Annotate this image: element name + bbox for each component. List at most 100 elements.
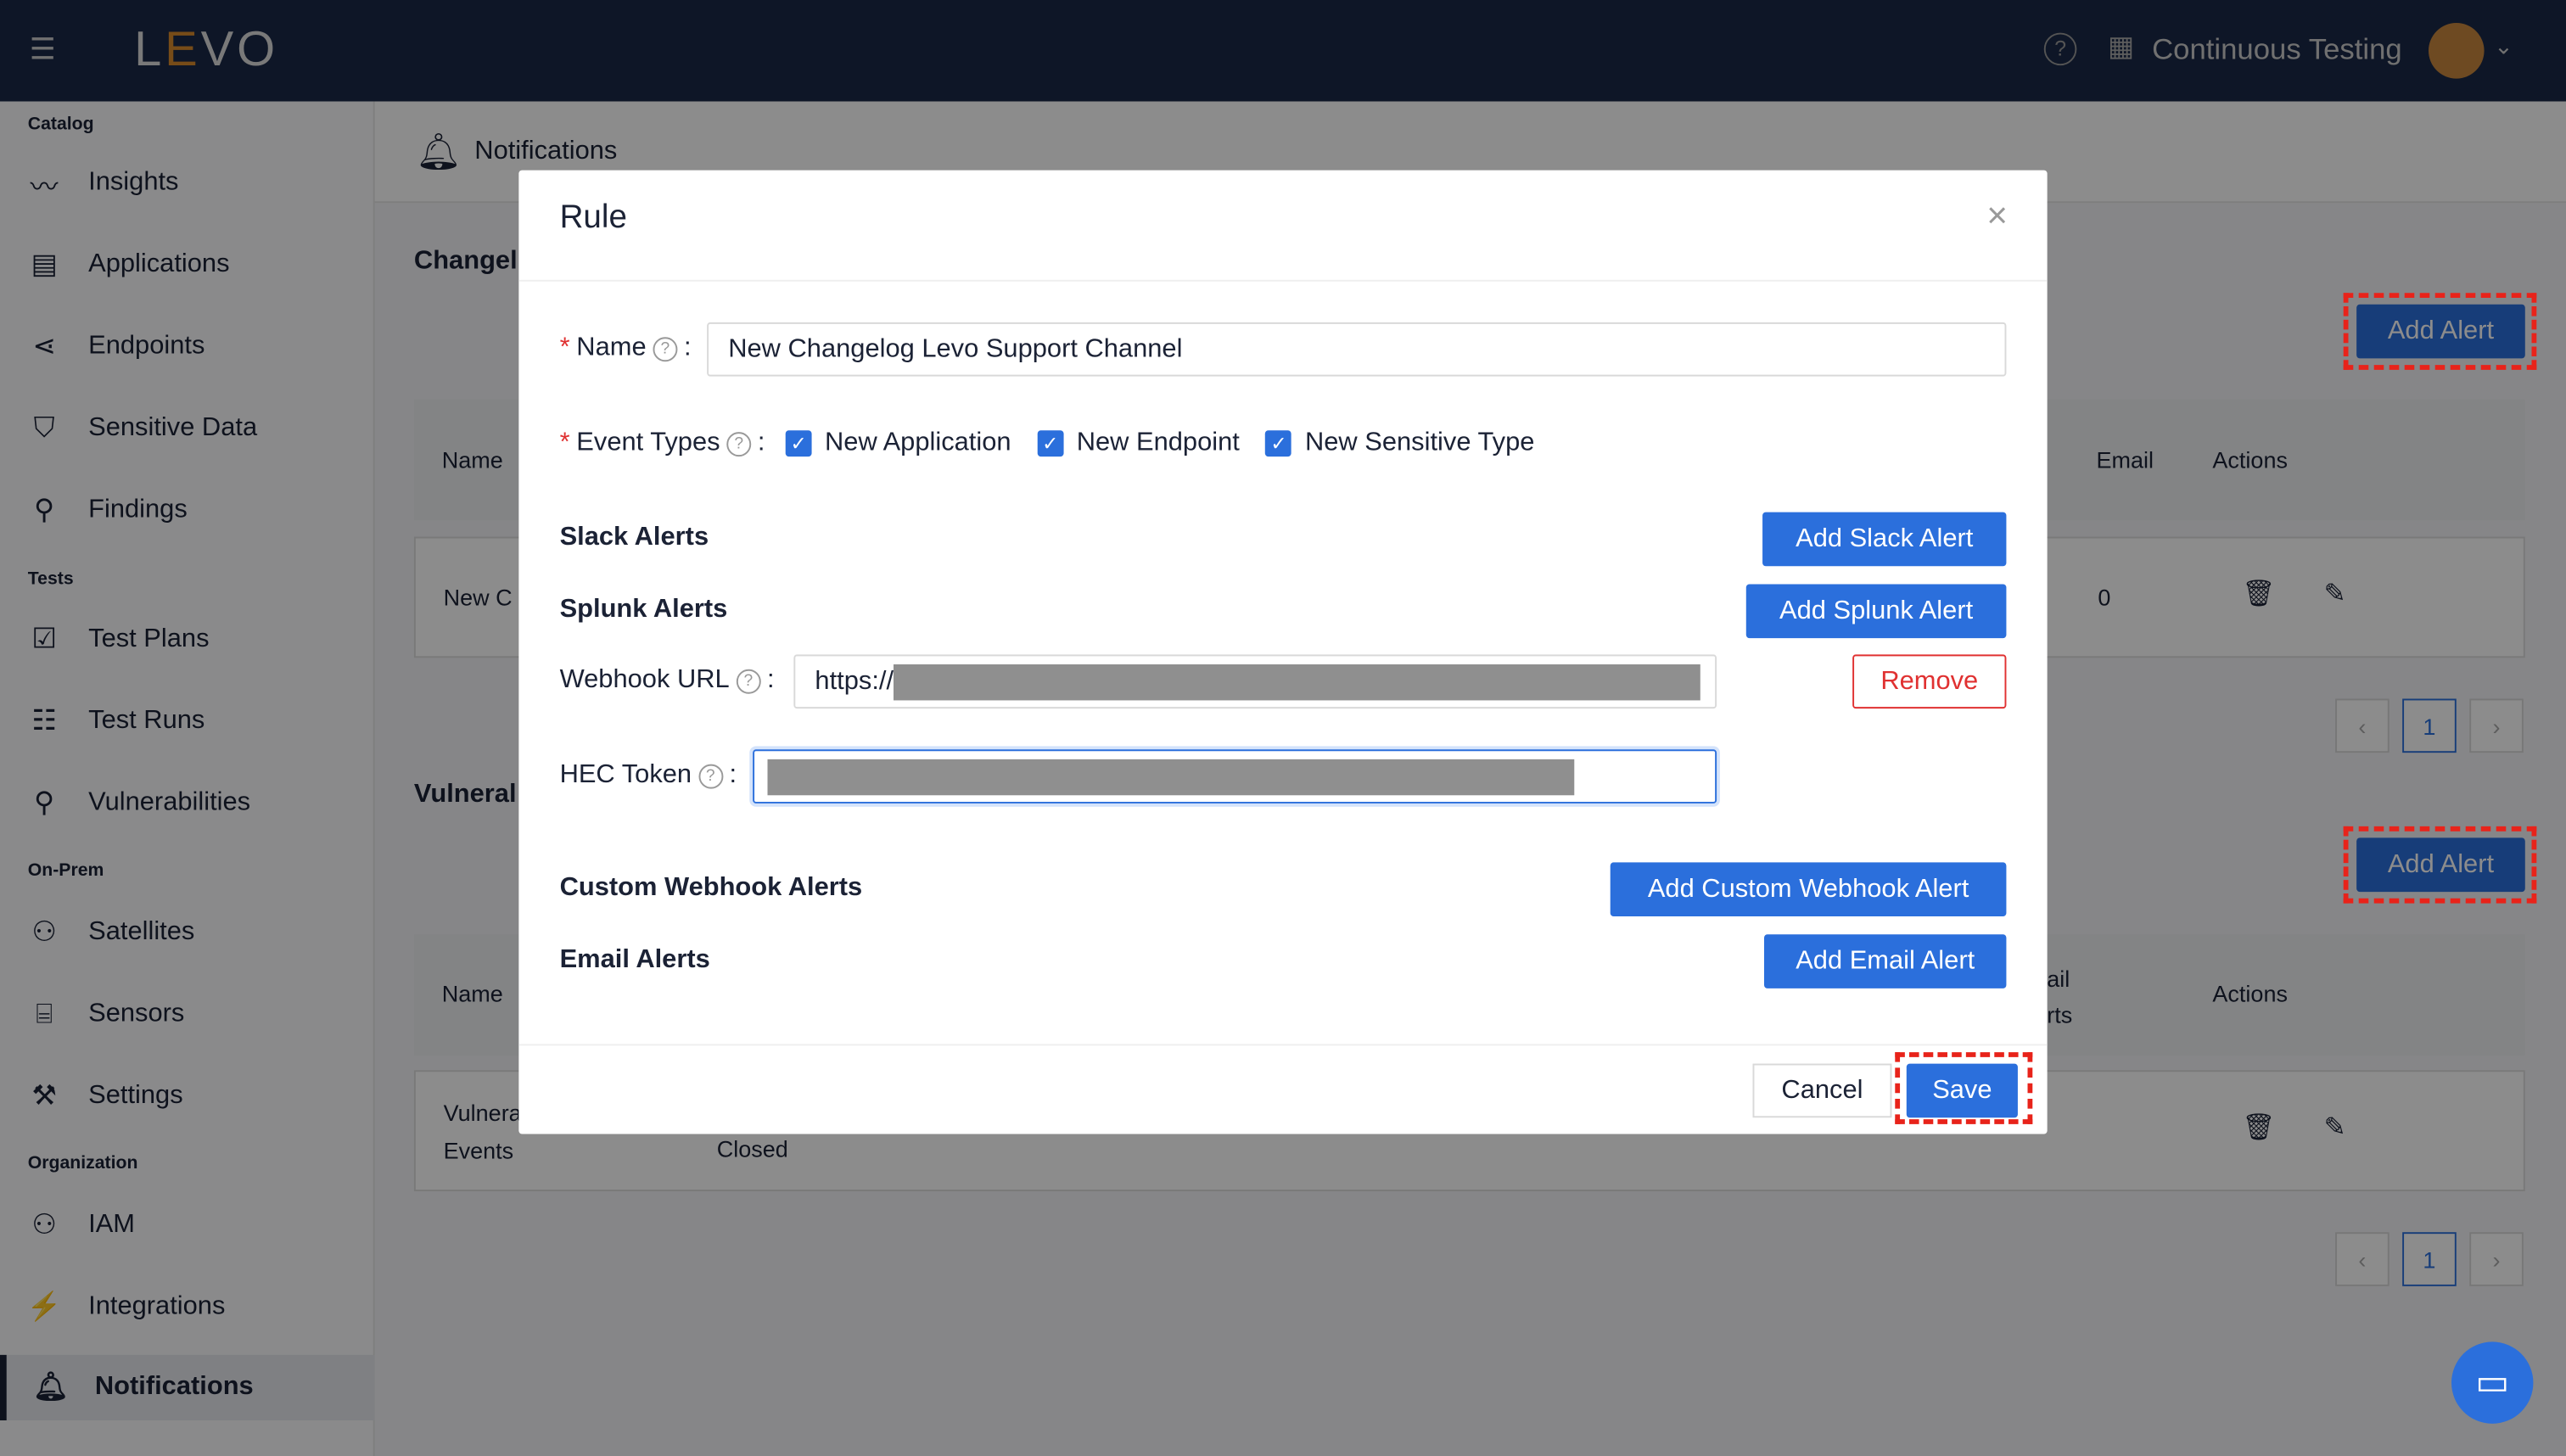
email-alerts-title: Email Alerts [559, 945, 710, 974]
sidebar-item-applications[interactable]: ▤ Applications [0, 232, 375, 298]
checkbox-label: New Application [824, 428, 1011, 457]
sidebar-item-label: Test Plans [88, 624, 210, 653]
sidebar-item-endpoints[interactable]: ⋖ Endpoints [0, 314, 375, 379]
help-icon[interactable]: ? [736, 668, 761, 693]
checkbox-checked-icon[interactable]: ✓ [785, 430, 812, 457]
sidebar-item-label: Vulnerabilities [88, 788, 251, 817]
share-icon: ⋖ [32, 330, 56, 362]
modal-title: Rule [559, 199, 627, 236]
sidebar: Catalog 〰 Insights ▤ Applications ⋖ Endpoints ⛉… [0, 101, 375, 1456]
page-1-button[interactable]: 1 [2402, 698, 2457, 753]
router-icon: ⌸ [36, 998, 53, 1030]
sidebar-item-test-plans[interactable]: ☑ Test Plans [0, 607, 375, 672]
list-icon: ☷ [31, 705, 57, 736]
checkbox-checked-icon[interactable]: ✓ [1037, 430, 1064, 457]
sidebar-item-test-runs[interactable]: ☷ Test Runs [0, 689, 375, 754]
next-page-button[interactable]: › [2469, 1232, 2524, 1286]
add-alert-button[interactable]: Add Alert [2356, 837, 2525, 893]
checkbox-checked-icon[interactable]: ✓ [1265, 430, 1292, 457]
checkbox-label: New Endpoint [1076, 428, 1240, 457]
collapse-menu-icon[interactable]: ☰ [29, 32, 56, 66]
sidebar-item-label: Sensitive Data [88, 413, 258, 442]
col-name: Name [441, 446, 503, 473]
avatar[interactable] [2428, 22, 2485, 79]
trash-icon[interactable]: 🗑︎ [2242, 580, 2276, 609]
sidebar-item-label: Sensors [88, 1000, 185, 1028]
help-icon[interactable]: ? [698, 763, 723, 788]
event-type-checkbox[interactable]: ✓ New Sensitive Type [1265, 428, 1534, 458]
trash-icon[interactable]: 🗑︎ [2242, 1114, 2276, 1143]
cell-name: Vulnera Events [443, 1099, 522, 1164]
prev-page-button[interactable]: ‹ [2335, 698, 2390, 753]
add-splunk-alert-button[interactable]: Add Splunk Alert [1745, 584, 2007, 639]
sidebar-item-integrations[interactable]: ⚡ Integrations [0, 1274, 375, 1340]
levo-logo[interactable]: LEVO [134, 22, 278, 77]
chevron-down-icon[interactable]: ⌄ [2494, 32, 2513, 59]
name-input[interactable]: New Changelog Levo Support Channel [707, 322, 2007, 377]
event-type-checkbox[interactable]: ✓ New Endpoint [1037, 428, 1240, 458]
sidebar-section-title: Organization [27, 1153, 138, 1173]
bell-icon: 🔔︎ [415, 131, 462, 172]
help-icon[interactable]: ? [2043, 32, 2077, 66]
edit-icon[interactable]: ✎ [2323, 1114, 2346, 1143]
search-bug-icon: ⚲ [34, 787, 55, 819]
page-1-button[interactable]: 1 [2402, 1232, 2457, 1286]
webhook-url-input[interactable]: https:// [793, 654, 1717, 709]
add-custom-webhook-alert-button[interactable]: Add Custom Webhook Alert [1610, 862, 2007, 916]
org-selector[interactable]: Continuous Testing [2152, 32, 2402, 66]
close-icon[interactable]: × [1986, 194, 2009, 236]
add-alert-button[interactable]: Add Alert [2356, 304, 2525, 359]
chat-icon[interactable]: ▭ [2451, 1341, 2534, 1424]
sidebar-item-label: Satellites [88, 917, 195, 946]
webhook-url-label: Webhook URL [559, 665, 730, 694]
page-title: Notifications [474, 137, 618, 165]
shield-icon: ⛉ [33, 412, 55, 444]
col-actions: Actions [2212, 980, 2288, 1007]
splunk-alerts-title: Splunk Alerts [559, 595, 728, 624]
rule-modal: Rule × * Name?: New Changelog Levo Suppor… [518, 170, 2048, 1134]
cell-name: New C [443, 584, 513, 611]
highlight-box [2343, 293, 2537, 370]
calendar-check-icon: ☑ [31, 623, 57, 655]
redacted-value [894, 664, 1700, 700]
sidebar-item-label: Endpoints [88, 332, 205, 361]
sidebar-item-vulnerabilities[interactable]: ⚲ Vulnerabilities [0, 770, 375, 836]
hec-token-input[interactable] [753, 749, 1717, 804]
sidebar-item-satellites[interactable]: ⚇ Satellites [0, 900, 375, 966]
sidebar-item-label: Test Runs [88, 707, 205, 735]
sidebar-item-sensors[interactable]: ⌸ Sensors [0, 982, 375, 1047]
sidebar-item-label: Notifications [94, 1373, 254, 1401]
sidebar-section-title: On-Prem [27, 860, 104, 881]
custom-webhook-alerts-title: Custom Webhook Alerts [559, 873, 863, 902]
sidebar-item-iam[interactable]: ⚇ IAM [0, 1193, 375, 1258]
highlight-box [1895, 1052, 2033, 1124]
event-type-checkbox[interactable]: ✓ New Application [785, 428, 1011, 458]
network-icon: ⚇ [31, 916, 57, 948]
add-slack-alert-button[interactable]: Add Slack Alert [1762, 512, 2007, 567]
next-page-button[interactable]: › [2469, 698, 2524, 753]
add-email-alert-button[interactable]: Add Email Alert [1763, 934, 2007, 988]
sidebar-item-findings[interactable]: ⚲ Findings [0, 478, 375, 543]
sidebar-item-settings[interactable]: ⚒ Settings [0, 1064, 375, 1129]
cancel-button[interactable]: Cancel [1752, 1063, 1892, 1118]
edit-icon[interactable]: ✎ [2323, 580, 2346, 609]
sidebar-item-notifications[interactable]: 🔔︎ Notifications [0, 1354, 375, 1420]
chart-line-icon: 〰 [30, 171, 59, 203]
building-icon: ▦ [2107, 31, 2134, 63]
help-icon[interactable]: ? [726, 431, 752, 456]
save-button[interactable]: Save [1906, 1063, 2018, 1118]
webhook-url-value: https:// [815, 666, 894, 695]
col-actions: Actions [2212, 446, 2288, 473]
highlight-box [2343, 826, 2537, 904]
sidebar-item-sensitive-data[interactable]: ⛉ Sensitive Data [0, 396, 375, 462]
plug-icon: ⚡ [26, 1291, 62, 1323]
event-types-label: Event Types [576, 428, 720, 457]
documents-icon: ▤ [31, 249, 58, 280]
help-icon[interactable]: ? [653, 336, 678, 361]
sidebar-item-insights[interactable]: 〰 Insights [0, 150, 375, 216]
sidebar-item-label: Settings [88, 1081, 183, 1110]
name-label: Name [576, 333, 647, 362]
remove-button[interactable]: Remove [1852, 654, 2007, 709]
col-name: Name [441, 980, 503, 1007]
prev-page-button[interactable]: ‹ [2335, 1232, 2390, 1286]
